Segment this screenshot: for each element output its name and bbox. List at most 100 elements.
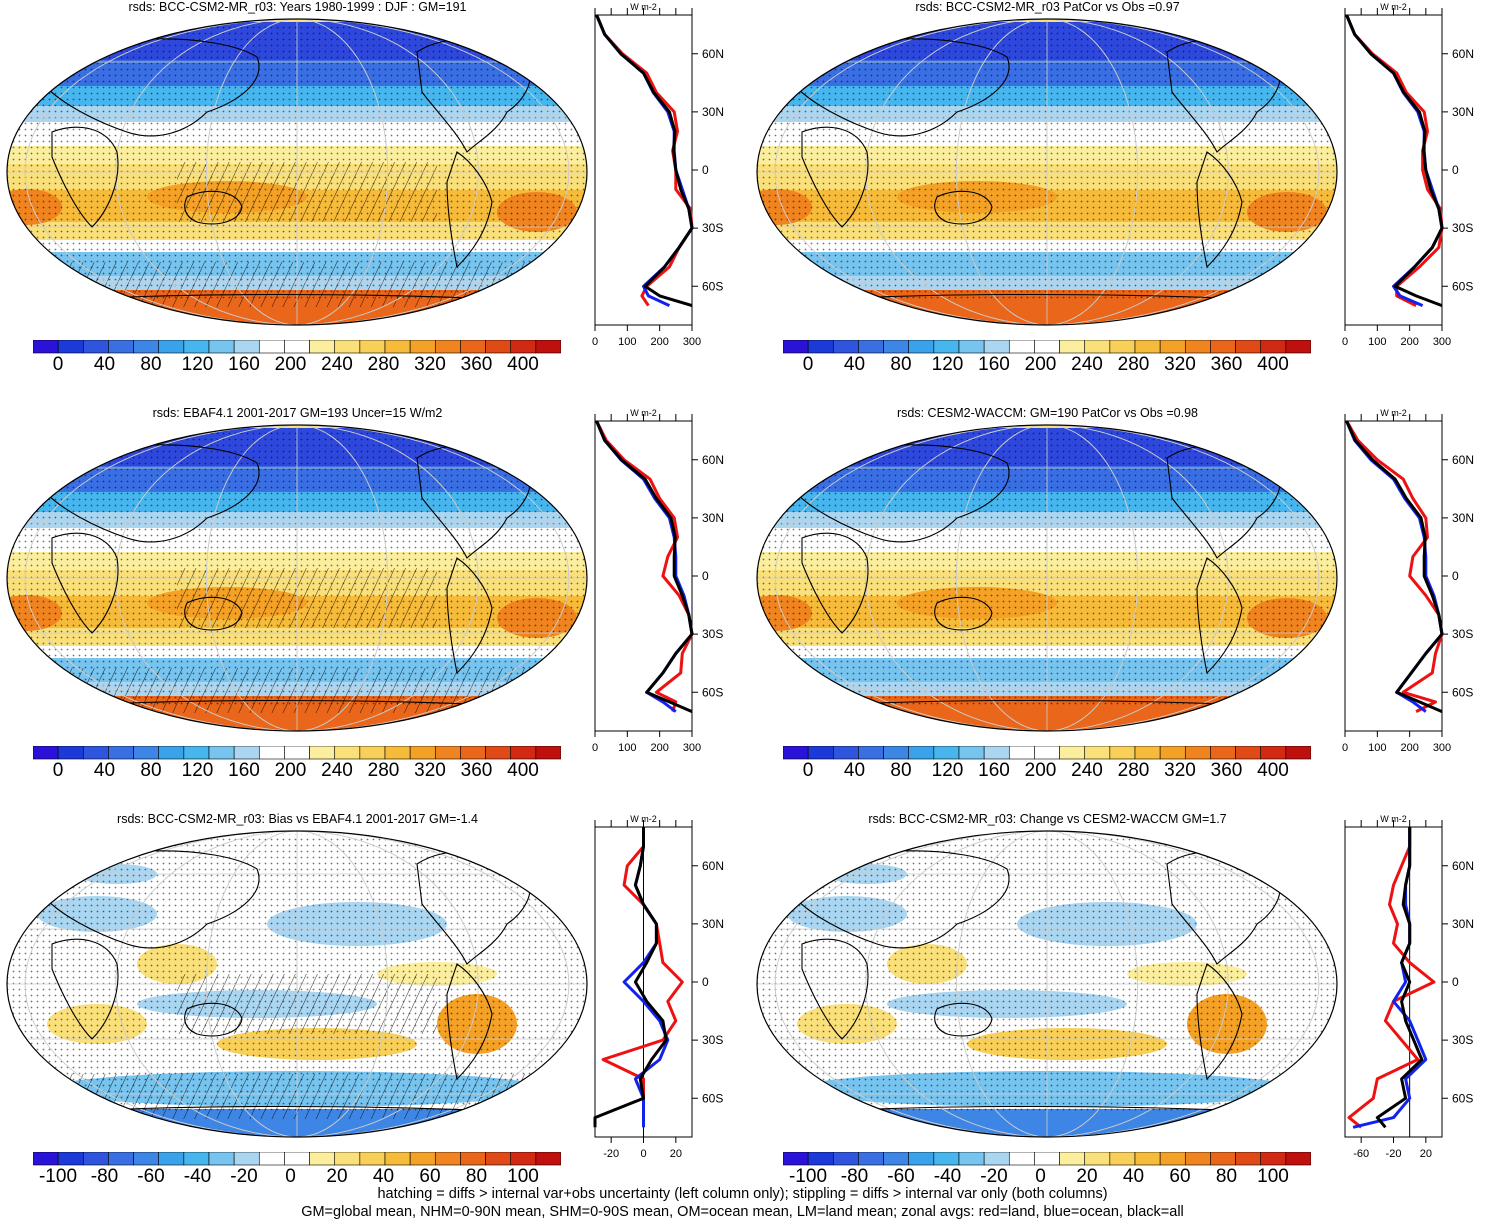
colorbar-tick-labels: -100 -80 -60 -40 -20 0 20 40 60 80 100 (750, 1166, 1345, 1190)
colorbar-segment (832, 340, 859, 354)
colorbar-segment (908, 340, 935, 354)
colorbar-segment (1034, 746, 1060, 760)
colorbar-tick-label: 320 (414, 760, 446, 781)
colorbar-segment (1109, 1152, 1136, 1166)
series-all-line (1375, 827, 1424, 1129)
series-land-line (595, 420, 694, 713)
coastline (1196, 557, 1243, 675)
colorbar-segment (1134, 746, 1161, 760)
colorbar-segment (933, 746, 960, 760)
coastline (446, 557, 493, 675)
series-land-line (1345, 420, 1444, 713)
lat-tick-label: 30N (1452, 511, 1474, 525)
colorbar-segment (983, 340, 1010, 354)
colorbar-segment (183, 746, 210, 760)
zonal-mean-plot: 60N 30N 0 30S 60S W m-2 -60 -20 20 (1344, 814, 1474, 1160)
colorbar-segment (284, 746, 310, 760)
colorbar-segment (233, 746, 260, 760)
colorbar-segment (1159, 746, 1186, 760)
colorbar-tick-labels: 0 40 80 120 160 200 240 280 320 360 400 (750, 354, 1345, 378)
lat-tick-label: 0 (1452, 975, 1459, 989)
map-plot (756, 424, 1338, 732)
x-tick-label: 0 (1342, 742, 1348, 754)
lat-tick-label: 30S (1452, 1033, 1473, 1047)
colorbar-segment (958, 1152, 985, 1166)
colorbar-segment (1059, 340, 1086, 354)
colorbar-segment (57, 746, 84, 760)
colorbar-tick-label: 40 (843, 354, 866, 375)
colorbar-tick-label: 280 (367, 760, 400, 781)
lat-tick-label: 0 (1452, 569, 1459, 583)
map-band (757, 1109, 1337, 1137)
lat-tick-label: 0 (702, 975, 709, 989)
colorbar-segment (783, 1152, 809, 1166)
colorbar-tick-label: 320 (414, 354, 446, 375)
x-tick-label: 100 (1368, 336, 1386, 348)
map-field (7, 19, 587, 325)
coastline (1196, 151, 1243, 269)
colorbar-segment (510, 746, 537, 760)
colorbar-segment (359, 340, 386, 354)
lat-tick-label: 60S (1452, 279, 1473, 293)
colorbar-segment (832, 746, 859, 760)
units-label: W m-2 (1380, 408, 1407, 418)
colorbar-segment (384, 746, 411, 760)
colorbar-segment (1034, 1152, 1060, 1166)
colorbar (33, 340, 561, 354)
zonal-mean-plot: 60N 30N 0 30S 60S W m-2 0 100 200 300 (592, 2, 724, 348)
lat-tick-label: 60N (702, 47, 724, 61)
colorbar-tick-label: 240 (321, 354, 353, 375)
colorbar (783, 1152, 1311, 1166)
x-tick-label: 300 (683, 336, 701, 348)
x-tick-label: 0 (592, 336, 598, 348)
coastline (801, 126, 869, 228)
colorbar-tick-label: 0 (285, 1166, 296, 1187)
colorbar-tick-label: 280 (1117, 760, 1150, 781)
lat-tick-label: 0 (702, 569, 709, 583)
lat-tick-label: 60N (702, 453, 724, 467)
zonal-mean-plot: 60N 30N 0 30S 60S W m-2 0 100 200 300 (1342, 2, 1474, 348)
colorbar-tick-label: 20 (326, 1166, 348, 1187)
map-plot (756, 830, 1338, 1138)
colorbar-segment (33, 1152, 59, 1166)
colorbar-segment (1008, 1152, 1035, 1166)
zonal-plot-frame (594, 420, 693, 732)
lat-tick-label: 60N (1452, 859, 1474, 873)
colorbar-segment (1260, 340, 1287, 354)
lat-tick-label: 60S (702, 279, 723, 293)
x-tick-label: 300 (1433, 336, 1451, 348)
colorbar-segment (434, 1152, 461, 1166)
colorbar-segment (258, 1152, 285, 1166)
colorbar-tick-label: -80 (840, 1166, 869, 1187)
colorbar-segment (1235, 746, 1262, 760)
colorbar-tick-label: 0 (52, 760, 64, 781)
map-border (756, 18, 1338, 326)
colorbar-segment (434, 340, 461, 354)
colorbar-tick-label: 240 (1071, 354, 1103, 375)
colorbar-tick-label: 100 (1257, 1166, 1289, 1187)
colorbar-segment (309, 746, 336, 760)
colorbar-segment (807, 340, 834, 354)
colorbar-segment (908, 746, 935, 760)
colorbar-tick-label: 120 (181, 760, 214, 781)
colorbar-segment (460, 340, 486, 354)
colorbar-tick-label: 400 (507, 354, 539, 375)
colorbar-segment (858, 746, 884, 760)
colorbar-segment (908, 1152, 935, 1166)
map-border (6, 424, 588, 732)
colorbar-tick-label: -20 (980, 1166, 1008, 1187)
map-field (757, 831, 1337, 1137)
colorbar-segment (535, 340, 561, 354)
colorbar-segment (983, 746, 1010, 760)
lat-tick-label: 30N (702, 105, 724, 119)
colorbar-segment (284, 340, 310, 354)
colorbar-segment (82, 746, 109, 760)
colorbar-segment (158, 1152, 185, 1166)
series-land-line (601, 827, 684, 1128)
colorbar-segment (1260, 746, 1287, 760)
colorbar-segment (1109, 746, 1136, 760)
colorbar-tick-label: 80 (465, 1166, 488, 1187)
colorbar-segment (158, 746, 185, 760)
map-border (6, 18, 588, 326)
lat-tick-label: 60N (702, 859, 724, 873)
